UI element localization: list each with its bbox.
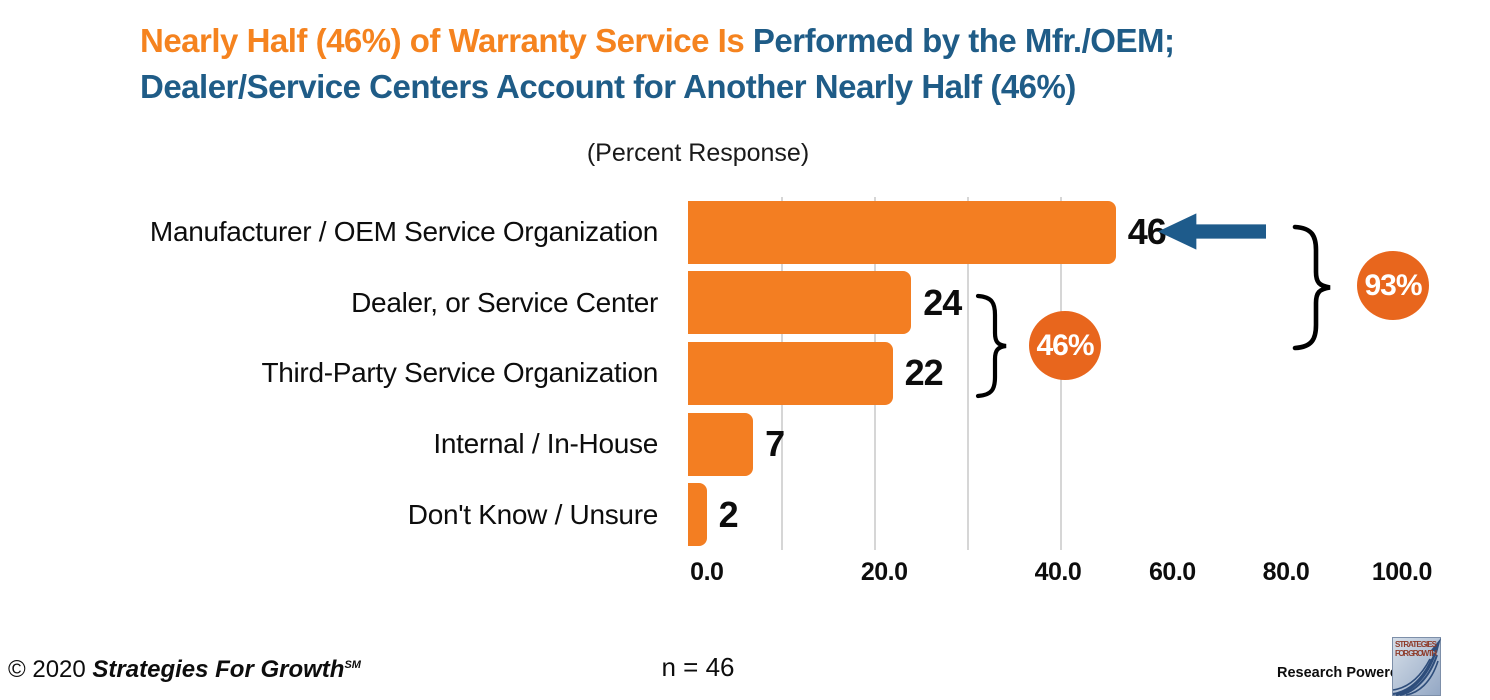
bar-value-label: 22 bbox=[904, 352, 944, 394]
category-label: Don't Know / Unsure bbox=[407, 498, 659, 530]
copyright-year: © 2020 bbox=[8, 656, 93, 683]
bar-row: 2 bbox=[688, 479, 1412, 550]
bar-value-label: 24 bbox=[923, 281, 962, 323]
bar-row: 22 bbox=[688, 338, 1412, 409]
arrow-shape bbox=[1158, 213, 1266, 250]
category-label: Internal / In-House bbox=[433, 428, 658, 460]
x-tick-label: 100.0 bbox=[1371, 558, 1433, 586]
bar-row: 24 bbox=[688, 268, 1412, 339]
bar-row: 7 bbox=[688, 409, 1412, 480]
gridline bbox=[966, 197, 969, 550]
logo-text-line1: STRATEGIES bbox=[1395, 640, 1438, 649]
x-tick-label: 60.0 bbox=[1149, 558, 1196, 586]
category-label: Manufacturer / OEM Service Organization bbox=[149, 216, 658, 248]
x-tick-label: 0.0 bbox=[690, 558, 724, 586]
bar bbox=[688, 483, 707, 547]
title-line1-orange: Nearly Half (46%) of Warranty Service Is bbox=[140, 22, 745, 59]
badge-93-percent: 93% bbox=[1357, 251, 1429, 320]
logo-swoosh bbox=[1392, 652, 1439, 696]
bar-rows: 46 24 22 7 2 bbox=[688, 197, 1412, 550]
bar-row: 46 bbox=[688, 197, 1412, 268]
x-tick-label: 20.0 bbox=[860, 558, 908, 586]
bar bbox=[688, 341, 893, 405]
sample-size-label: n = 46 bbox=[661, 652, 735, 682]
page-title: Nearly Half (46%) of Warranty Service Is… bbox=[140, 18, 1470, 110]
logo-arrowhead bbox=[1431, 638, 1441, 653]
brace-93-icon bbox=[1292, 224, 1331, 351]
category-label: Third-Party Service Organization bbox=[261, 357, 658, 389]
bar-chart-plot-area: 46 24 22 7 2 bbox=[688, 197, 1412, 550]
category-labels: Manufacturer / OEM Service Organization D… bbox=[20, 197, 658, 550]
strategies-for-growth-logo: STRATEGIES FOR GROWTH bbox=[1392, 637, 1441, 696]
bar-value-label: 7 bbox=[765, 423, 785, 465]
copyright-text: © 2020 Strategies For GrowthSM bbox=[8, 656, 361, 684]
category-label: Dealer, or Service Center bbox=[351, 286, 658, 318]
brace-46-icon bbox=[975, 293, 1007, 399]
bar bbox=[688, 271, 912, 335]
x-tick-label: 80.0 bbox=[1262, 558, 1310, 586]
bar bbox=[688, 412, 754, 476]
badge-93-label: 93% bbox=[1364, 268, 1422, 302]
service-mark: SM bbox=[344, 659, 361, 671]
badge-46-percent: 46% bbox=[1029, 311, 1101, 380]
x-tick-label: 40.0 bbox=[1034, 558, 1082, 586]
copyright-brand: Strategies For Growth bbox=[92, 656, 345, 683]
badge-46-label: 46% bbox=[1036, 328, 1094, 362]
bar-value-label: 2 bbox=[718, 493, 739, 535]
left-arrow-icon bbox=[1158, 213, 1266, 250]
chart-subtitle: (Percent Response) bbox=[586, 139, 810, 167]
research-powered-by-label: Research Powered By bbox=[1277, 665, 1430, 681]
logo-text-line2: FOR GROWTH bbox=[1395, 649, 1437, 658]
bar bbox=[688, 200, 1116, 264]
title-line1-blue: Performed by the Mfr./OEM; bbox=[744, 22, 1175, 59]
title-line2: Dealer/Service Centers Account for Anoth… bbox=[140, 68, 1076, 105]
x-axis: 0.0 20.0 40.0 60.0 80.0 100.0 bbox=[688, 558, 1432, 598]
